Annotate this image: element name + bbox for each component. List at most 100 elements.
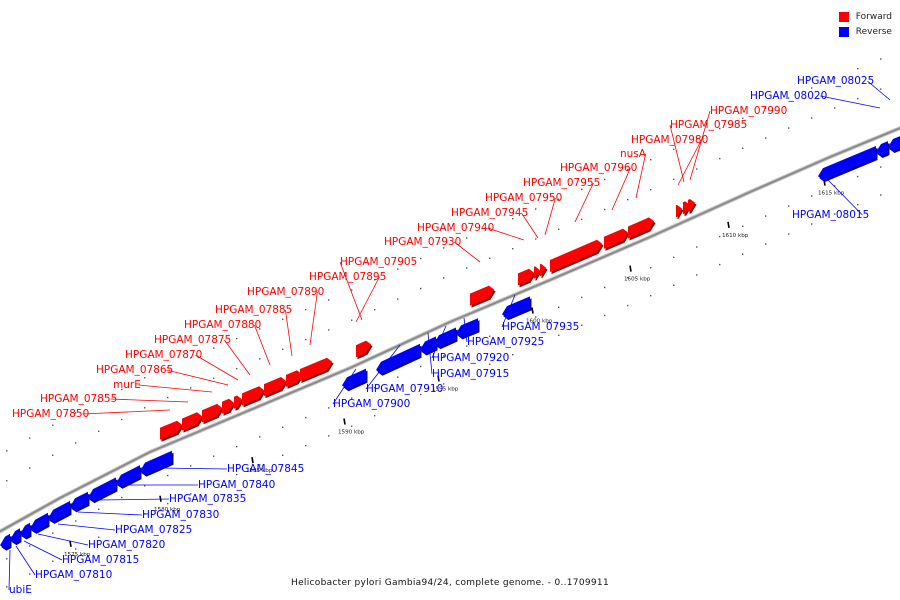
- scale-dot: [765, 243, 767, 245]
- gene-label-hpgam_07955: HPGAM_07955: [523, 177, 600, 189]
- gene-label-hpgam_07935: HPGAM_07935: [502, 321, 579, 333]
- gene-leader-line: [82, 409, 171, 415]
- gene-label-hpgam_07890: HPGAM_07890: [247, 286, 324, 298]
- scale-dot: [512, 248, 514, 250]
- gene-leader-line: [454, 241, 481, 263]
- gene-arrow-ubie: [0, 533, 10, 549]
- gene-leader-line: [23, 540, 63, 561]
- gene-arrow-hpgam_07815: [20, 522, 30, 538]
- backbone-line: [0, 127, 900, 533]
- scale-dot: [328, 329, 330, 331]
- scale-dot: [466, 345, 468, 347]
- scale-dot: [880, 194, 882, 196]
- gene-label-hpgam_07990: HPGAM_07990: [710, 105, 787, 117]
- gene-label-hpgam_07900: HPGAM_07900: [333, 398, 410, 410]
- scale-dot: [374, 309, 376, 311]
- gene-arrow-hpgam_08025: [888, 136, 900, 151]
- gene-arrow-hpgam_07935: [502, 296, 530, 319]
- gene-leader-line: [820, 95, 881, 109]
- scale-dot: [558, 306, 560, 308]
- scale-dot: [604, 286, 606, 289]
- gene-leader-line: [110, 398, 189, 403]
- gene-leader-line: [8, 549, 11, 591]
- scale-dot: [121, 388, 123, 391]
- major-tick: [251, 457, 254, 464]
- scale-dot: [236, 367, 238, 370]
- gene-label-hpgam_07810: HPGAM_07810: [35, 569, 112, 581]
- gene-label-hpgam_07930: HPGAM_07930: [384, 236, 461, 248]
- scale-dot: [604, 208, 606, 211]
- scale-dot: [328, 299, 330, 301]
- gene-arrow-hpgam_07875: [242, 386, 264, 406]
- gene-label-hpgam_07845: HPGAM_07845: [227, 463, 304, 475]
- scale-dot: [627, 276, 629, 279]
- gene-leader-line: [166, 369, 229, 386]
- scale-dot: [673, 284, 675, 286]
- scale-dot: [880, 88, 882, 90]
- gene-leader-line: [77, 511, 143, 516]
- scale-dot: [167, 396, 169, 399]
- gene-leader-line: [689, 110, 711, 181]
- gene-arrow-hpgam_07980: [676, 204, 682, 218]
- scale-dot: [466, 267, 468, 269]
- gene-arrow-hpgam_07915: [420, 336, 436, 354]
- gene-arrow-hpgam_07820: [30, 512, 48, 532]
- scale-dot: [190, 387, 192, 389]
- gene-label-hpgam_07905: HPGAM_07905: [340, 256, 417, 268]
- gene-label-hpgam_08025: HPGAM_08025: [797, 75, 874, 87]
- scale-dot: [52, 454, 54, 456]
- scale-dot: [282, 426, 284, 428]
- scale-dot: [374, 415, 376, 417]
- gene-arrow-hpgam_07910: [376, 343, 420, 374]
- scale-dot: [374, 279, 376, 281]
- scale-dot: [282, 454, 284, 456]
- scale-dot: [650, 159, 652, 161]
- scale-dot: [535, 316, 537, 318]
- gene-features: [0, 136, 900, 551]
- scale-dot: [673, 256, 675, 258]
- scale-dot: [558, 334, 560, 336]
- scale-dot: [259, 464, 261, 466]
- scale-dot: [627, 168, 629, 171]
- tick-label: 1595 kbp: [432, 387, 459, 393]
- scale-dot: [834, 185, 836, 187]
- scale-dot: [880, 58, 882, 60]
- scale-dot: [581, 188, 583, 191]
- gene-leader-line: [427, 332, 433, 375]
- scale-dot: [397, 376, 399, 378]
- scale-dot: [719, 157, 721, 160]
- legend-item-forward[interactable]: Forward: [838, 9, 892, 24]
- scale-dot: [397, 298, 399, 300]
- scale-dot: [6, 450, 8, 452]
- gene-arrow-hpgam_07890: [300, 357, 332, 381]
- gene-label-hpgam_07885: HPGAM_07885: [215, 304, 292, 316]
- scale-dot: [535, 238, 537, 240]
- tick-label: 1575 kbp: [64, 552, 91, 558]
- scale-dot: [305, 416, 307, 419]
- gene-label-hpgam_07835: HPGAM_07835: [169, 493, 246, 505]
- gene-leader-line: [487, 227, 525, 241]
- scale-dot: [489, 363, 491, 365]
- scale-dot: [236, 445, 238, 448]
- major-tick: [69, 540, 72, 548]
- gene-label-hpgam_07895: HPGAM_07895: [309, 271, 386, 283]
- scale-dot: [305, 444, 307, 447]
- gene-leader-line: [669, 124, 685, 183]
- scale-dot: [75, 520, 77, 522]
- scale-dot: [512, 326, 514, 328]
- scale-dot: [52, 560, 54, 562]
- gene-arrow-hpgam_07825: [48, 500, 70, 522]
- scale-dot: [6, 558, 8, 560]
- gene-arrow-hpgam_07945: [534, 266, 540, 279]
- scale-dot: [512, 354, 514, 356]
- scale-dot: [75, 412, 77, 414]
- scale-dot: [213, 347, 215, 349]
- gene-leader-line: [15, 545, 36, 576]
- gene-arrow-hpgam_07855: [182, 412, 202, 431]
- legend-item-reverse[interactable]: Reverse: [838, 24, 892, 39]
- gene-arrow-hpgam_07870: [234, 395, 242, 409]
- scale-dot: [696, 138, 698, 140]
- major-tick: [629, 265, 632, 272]
- scale-dot: [650, 267, 652, 269]
